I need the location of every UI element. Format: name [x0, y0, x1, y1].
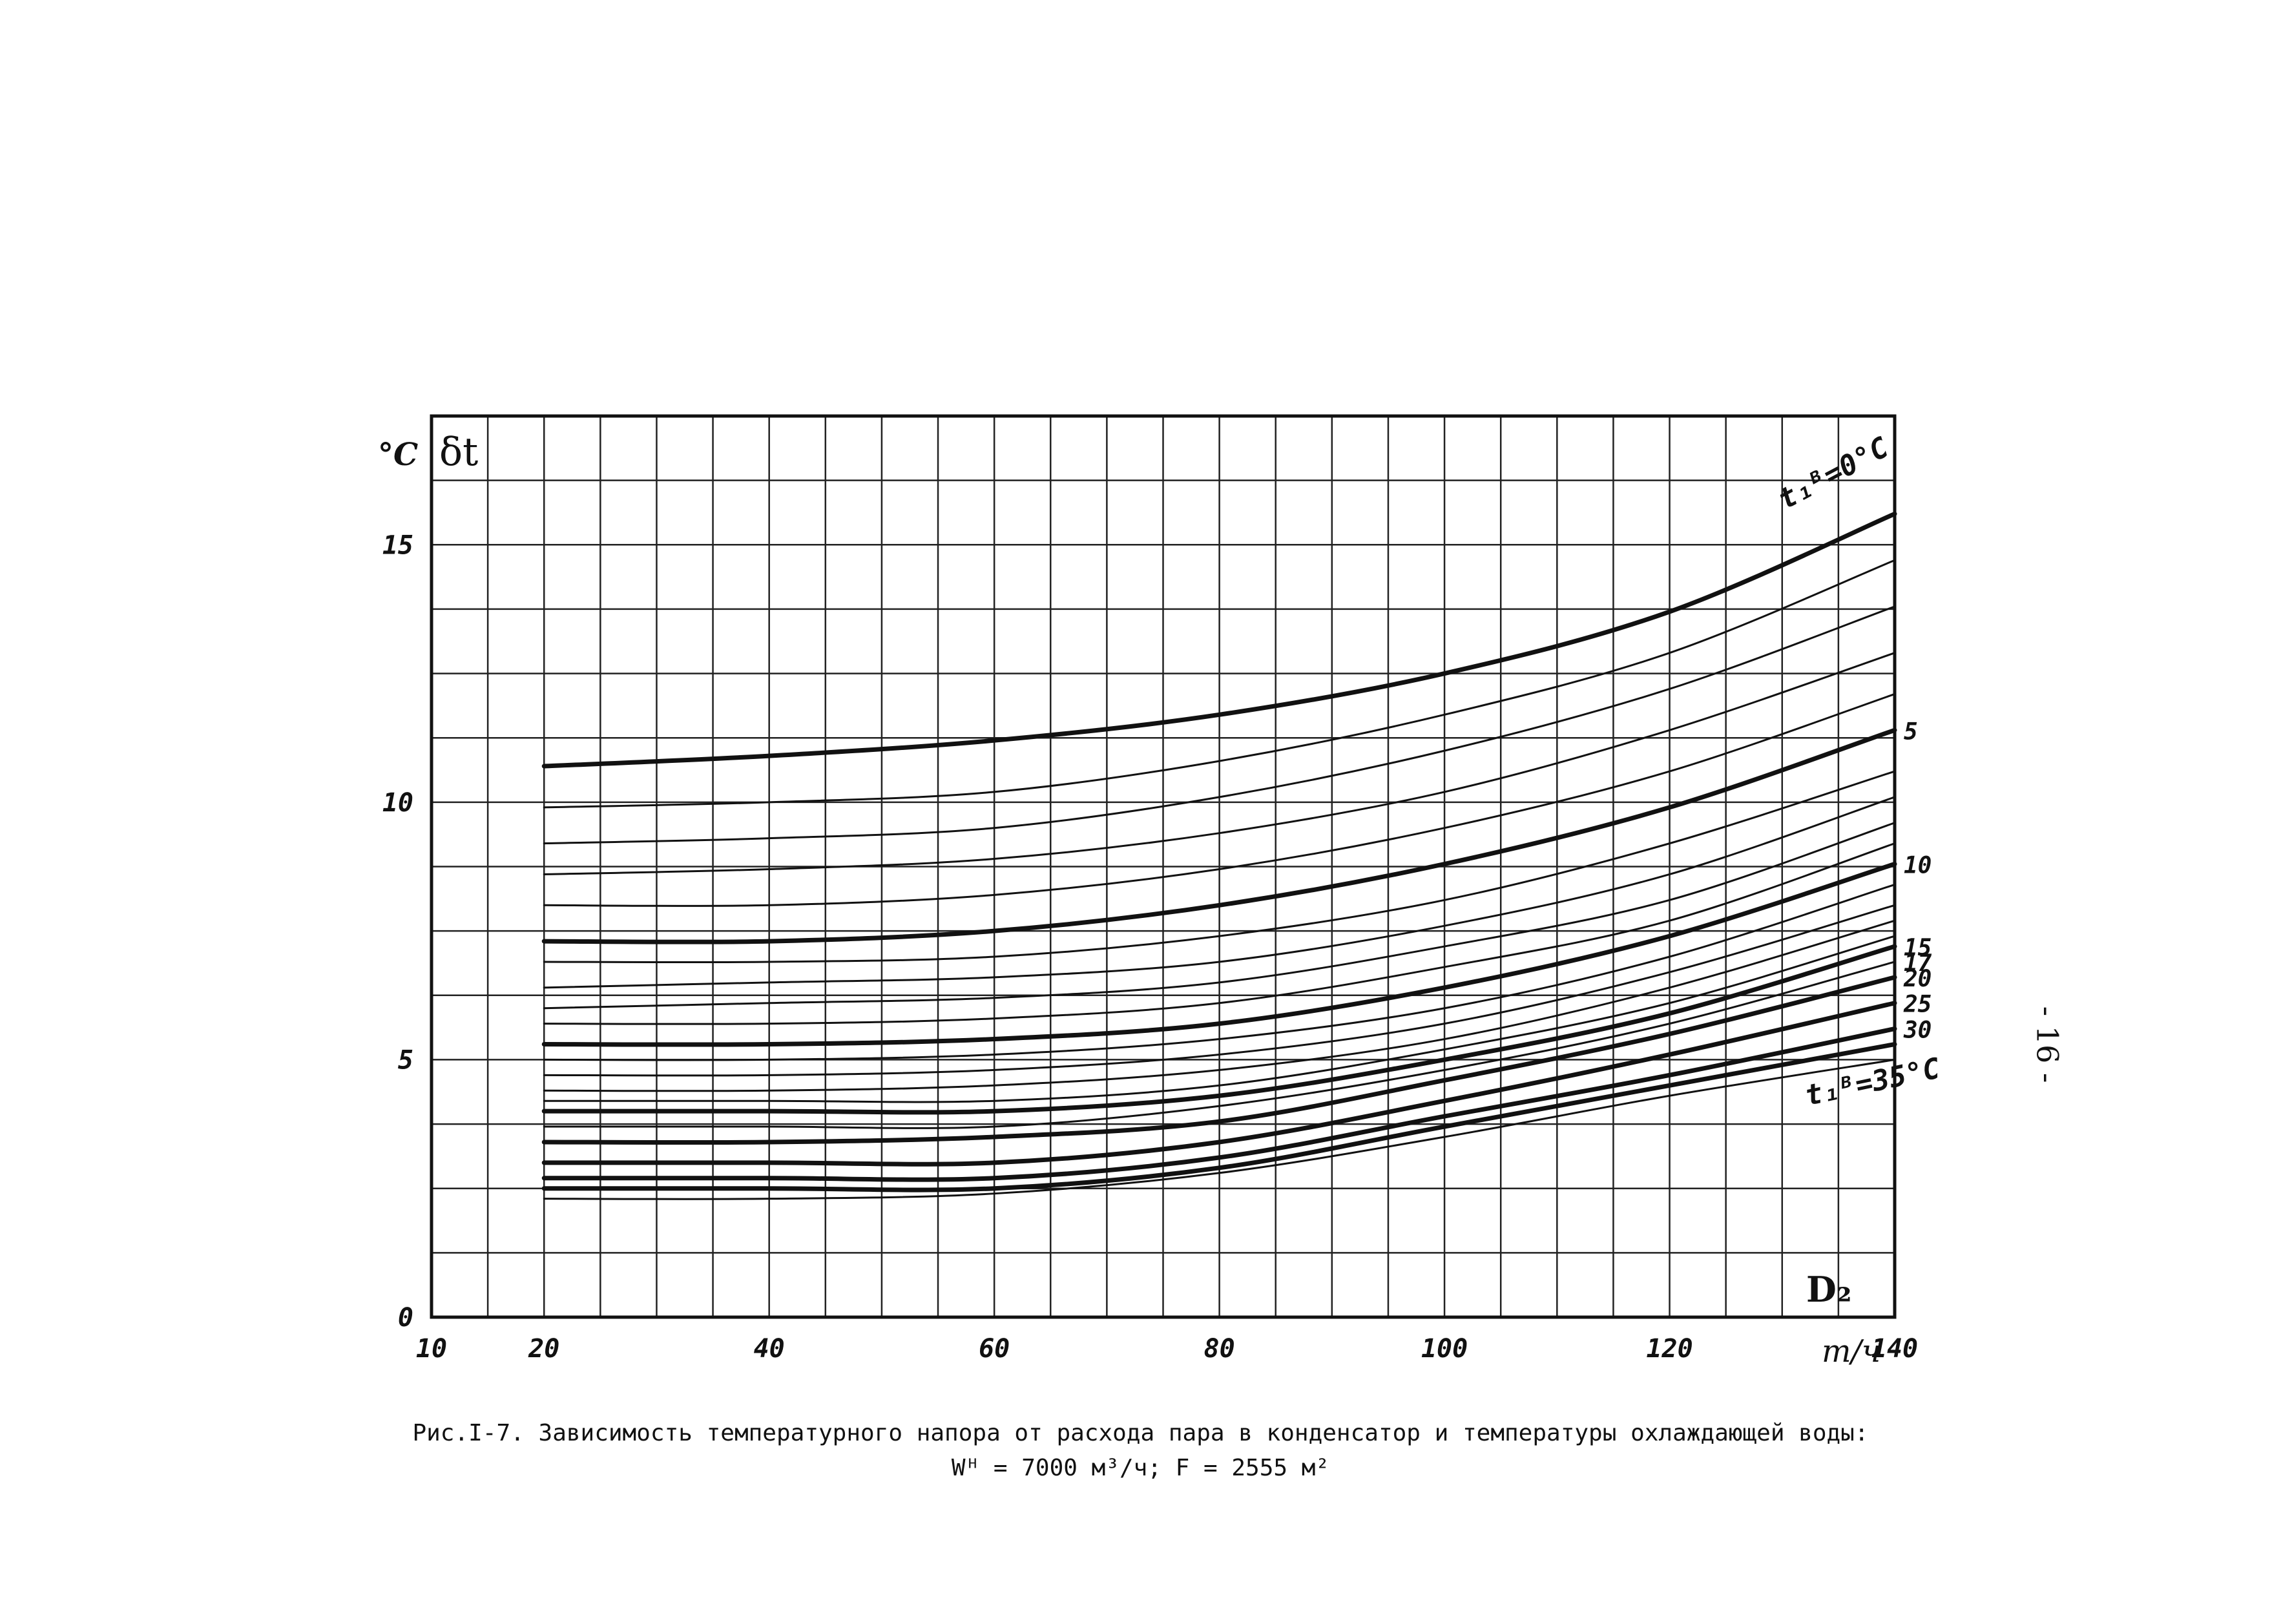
x-tick-label: 140: [1871, 1334, 1918, 1364]
x-tick-label: 60: [979, 1334, 1010, 1364]
series-line: [541, 511, 1897, 769]
series-line: [541, 944, 1897, 1115]
series-label: 5: [1904, 718, 1918, 745]
series-line: [543, 935, 1896, 1103]
y-tick-label: 10: [382, 788, 413, 818]
chart-grid: [430, 415, 1896, 1318]
x-unit-label: т/ч: [1822, 1333, 1881, 1369]
x-tick-label: 100: [1421, 1334, 1468, 1364]
x-axis-label: D₂: [1806, 1269, 1851, 1310]
figure-caption-line1: Рис.I-7. Зависимость температурного напо…: [412, 1420, 1869, 1446]
series-line: [543, 796, 1896, 989]
x-tick-label: 120: [1646, 1334, 1693, 1364]
y-tick-label: 15: [382, 530, 413, 560]
chart-series-group: [541, 511, 1897, 1200]
x-tick-label: 40: [754, 1334, 785, 1364]
series-label: 17: [1904, 950, 1932, 977]
figure-caption-line2: Wᴴ = 7000 м³/ч; F = 2555 м²: [951, 1455, 1330, 1481]
chart-tick-labels: 10 20 40 60 80 100 120 140 0 5 10 15: [382, 530, 1918, 1364]
series-label: 20: [1903, 966, 1932, 992]
series-line: [543, 770, 1896, 964]
series-line: [543, 1058, 1896, 1200]
series-line: [541, 1042, 1897, 1192]
series-line: [543, 559, 1896, 809]
y-axis-label: δt: [439, 430, 478, 475]
x-tick-label: 10: [416, 1334, 447, 1364]
series-line: [541, 975, 1897, 1145]
series-line: [543, 919, 1896, 1092]
y-tick-label: 0: [398, 1303, 413, 1333]
series-line: [541, 1026, 1897, 1182]
series-line: [543, 883, 1896, 1061]
series-line: [541, 727, 1897, 944]
y-unit-label: °C: [378, 437, 418, 473]
series-line: [543, 961, 1896, 1129]
series-label: 10: [1904, 853, 1932, 879]
series-label: 30: [1903, 1017, 1932, 1044]
chart-axis-titles: °C δt D₂ т/ч: [378, 430, 1881, 1369]
series-line: [543, 904, 1896, 1077]
series-line: [543, 652, 1896, 875]
series-line: [543, 605, 1896, 845]
page-number: - 16 -: [2030, 1006, 2065, 1083]
series-label: t₁ᴮ=0°C: [1773, 431, 1894, 516]
series-line: [543, 822, 1896, 1010]
y-tick-label: 5: [398, 1045, 413, 1075]
series-line: [541, 862, 1897, 1047]
series-line: [543, 692, 1896, 907]
x-tick-label: 20: [528, 1334, 559, 1364]
series-label: 15: [1904, 935, 1932, 961]
chart-frame: [430, 414, 1897, 1319]
x-tick-label: 80: [1204, 1334, 1235, 1364]
series-line: [543, 842, 1896, 1025]
series-label: 25: [1903, 992, 1932, 1018]
series-line: [541, 1001, 1897, 1167]
series-label: t₁ᴮ=35°C: [1802, 1052, 1943, 1112]
